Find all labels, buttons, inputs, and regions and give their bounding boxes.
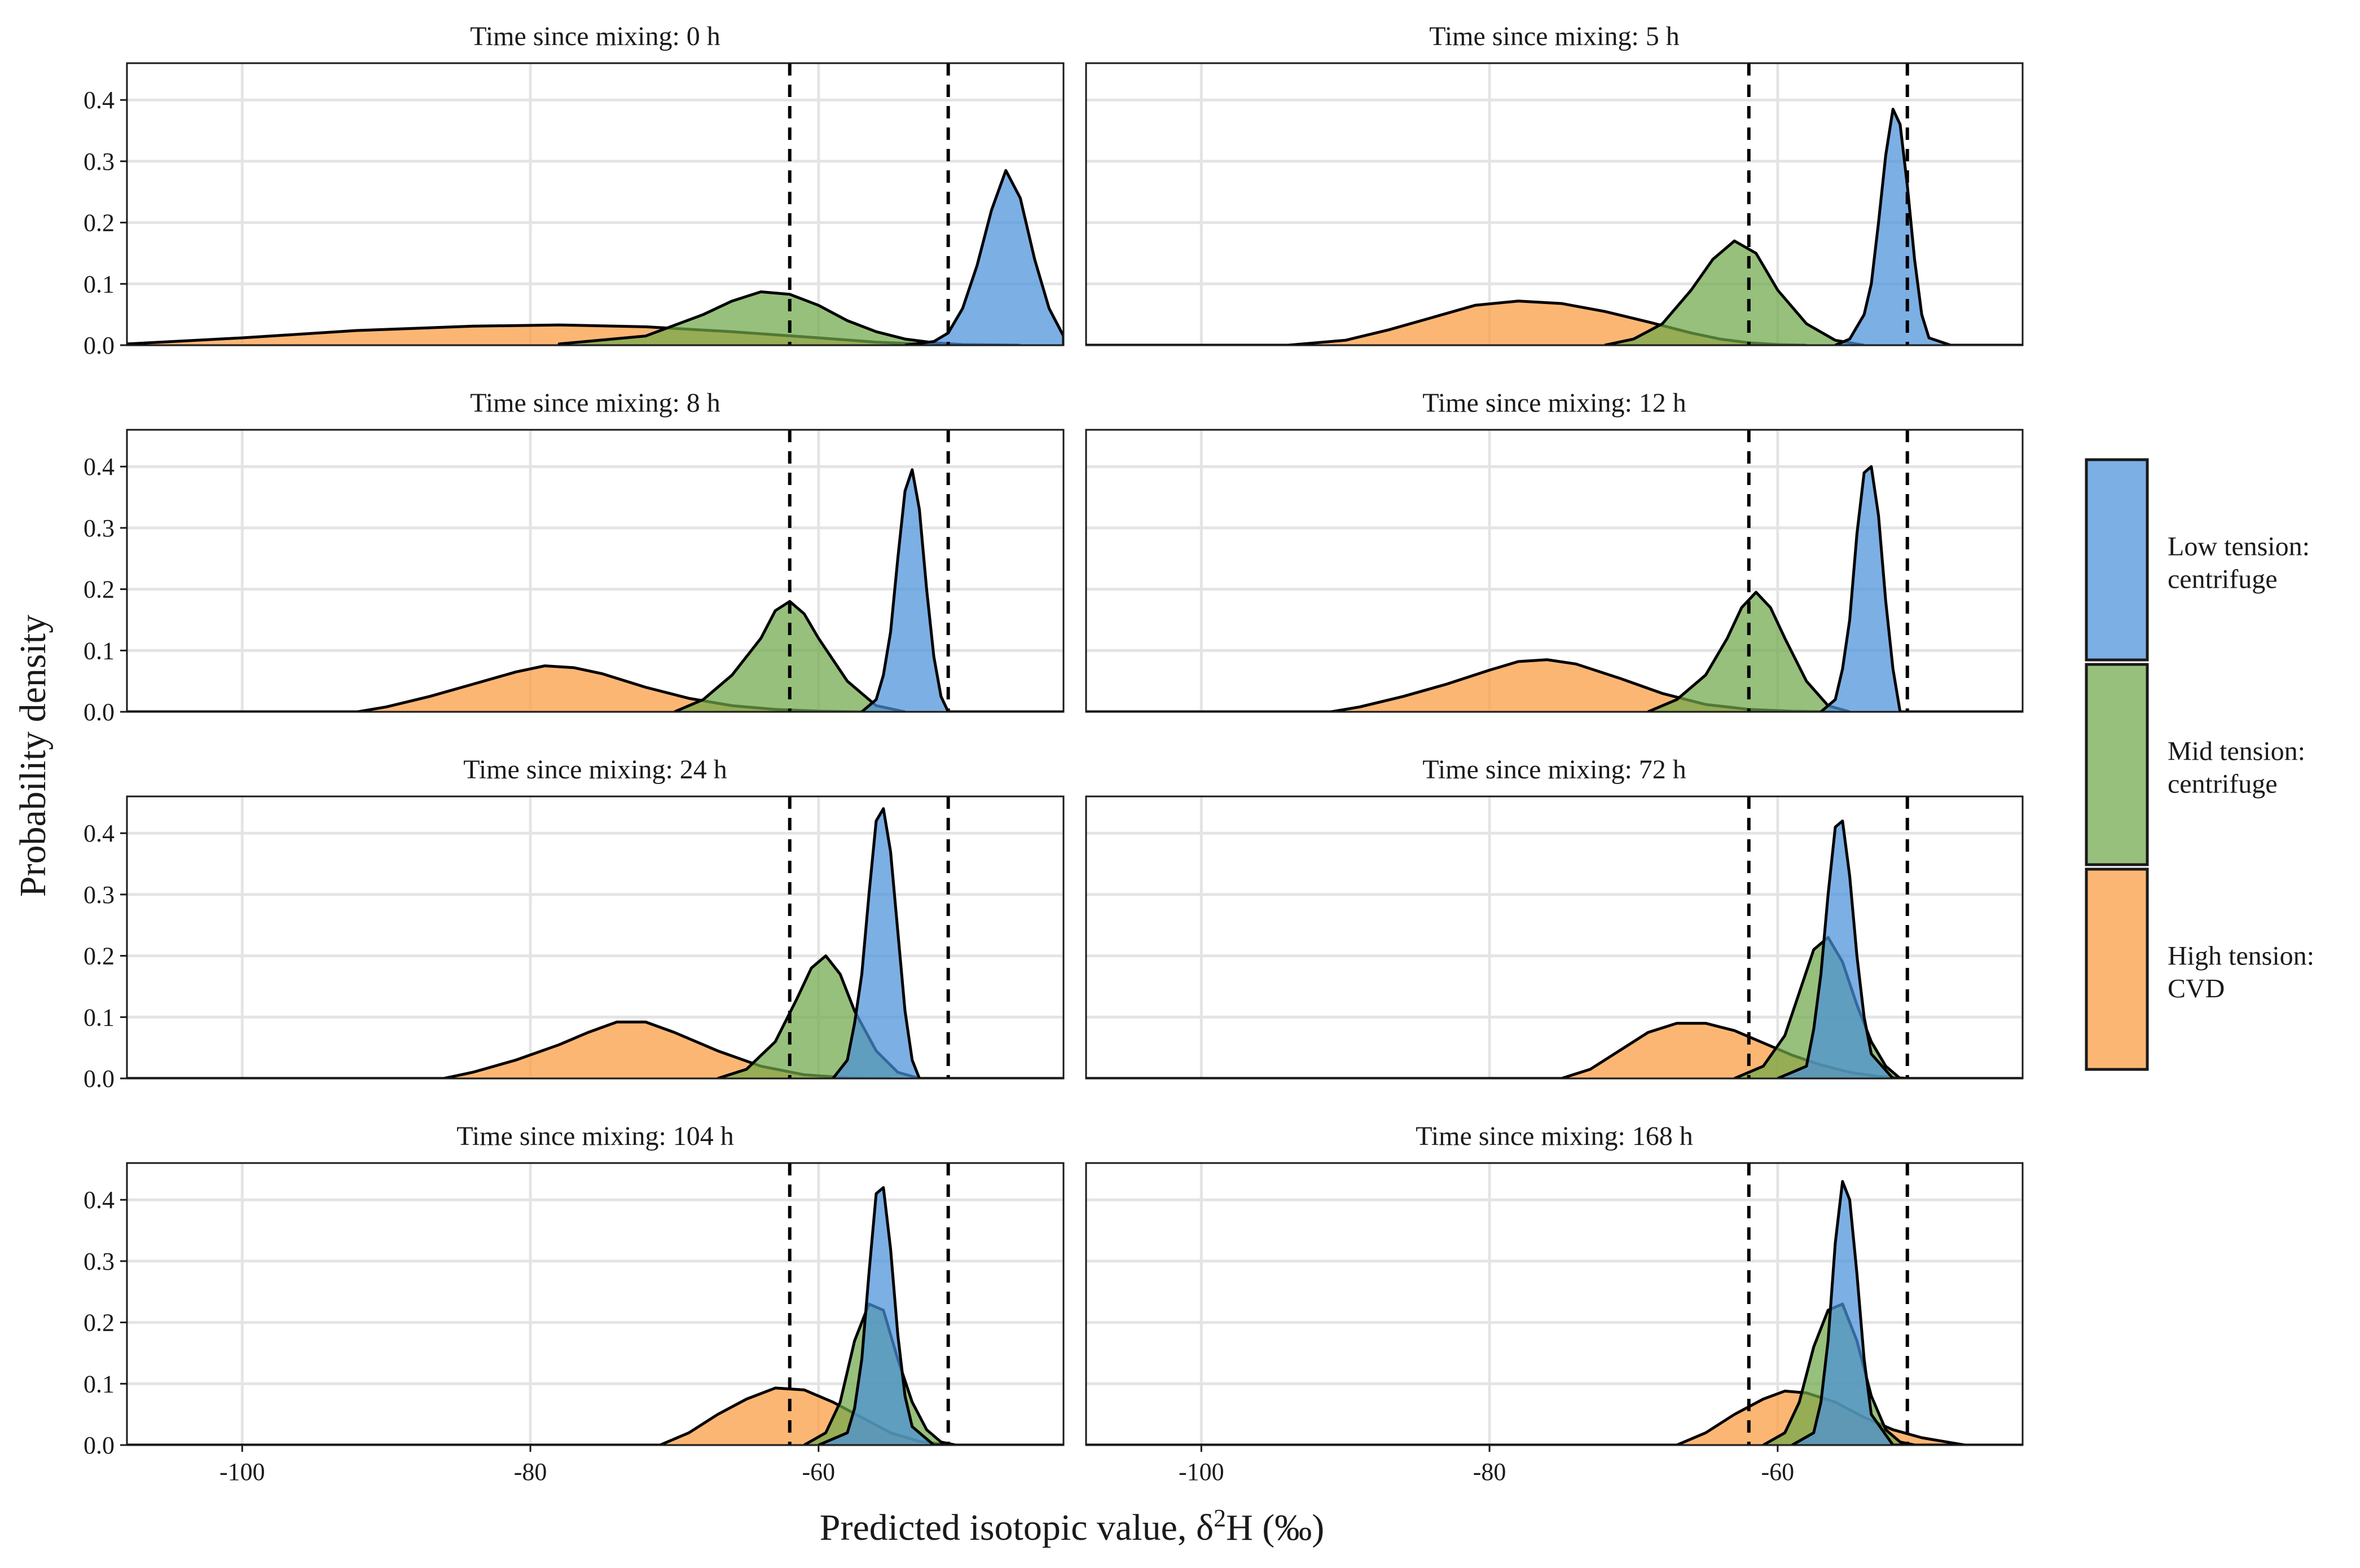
x-axis-title: Predicted isotopic value, δ2H (‰): [820, 1504, 1324, 1549]
x-axis-title-suffix: H (‰): [1226, 1507, 1324, 1548]
x-axis-title-superscript: 2: [1214, 1504, 1226, 1532]
x-tick-label: -60: [802, 1458, 836, 1486]
facet-panel: Time since mixing: 72 h: [1085, 755, 2024, 1080]
x-tick-label: -80: [514, 1458, 547, 1486]
y-tick-label: 0.1: [83, 637, 115, 664]
density-area-low: [832, 807, 1063, 1078]
y-tick-label: 0.3: [83, 881, 115, 909]
y-tick-label: 0.0: [83, 332, 115, 359]
density-area-low: [860, 468, 1063, 712]
facet-panel: Time since mixing: 24 h 0.0 0.1 0.2 0.3 0.4: [83, 755, 1065, 1093]
y-tick-label: 0.2: [83, 942, 115, 970]
panel-border: [126, 62, 1065, 346]
y-tick-label: 0.1: [83, 1370, 115, 1398]
y-tick-label: 0.4: [83, 86, 115, 114]
panel-border: [1085, 1162, 2024, 1446]
density-area-low: [1791, 1180, 2023, 1445]
legend-key-low: [2085, 458, 2149, 662]
x-tick-label: -100: [219, 1458, 265, 1486]
facet-panel: Time since mixing: 168 h -100 -80 -60: [1085, 1121, 2024, 1486]
y-axis-title: Probability density: [12, 615, 54, 897]
legend-label-low: Low tension: centrifuge: [2168, 532, 2310, 594]
facet-panel: Time since mixing: 5 h: [1085, 21, 2024, 347]
panel-border: [1085, 429, 2024, 713]
y-tick-label: 0.0: [83, 1065, 115, 1093]
facet-title: Time since mixing: 24 h: [463, 755, 727, 785]
y-tick-label: 0.4: [83, 1186, 115, 1214]
facet-panel: Time since mixing: 0 h 0.0 0.1 0.2 0.3 0.4: [83, 21, 1065, 359]
legend: Low tension: centrifuge Mid tension: centri…: [2085, 458, 2314, 1071]
y-tick-label: 0.2: [83, 576, 115, 604]
legend-key-mid: [2085, 663, 2149, 866]
x-axis-title-main: Predicted isotopic value, δ: [820, 1507, 1214, 1548]
facet-panel: Time since mixing: 104 h 0.0 0.1 0.2 0.3 0.4 -…: [83, 1121, 1065, 1486]
x-tick-label: -80: [1473, 1458, 1506, 1486]
density-area-low: [818, 1186, 1063, 1445]
facet-title: Time since mixing: 5 h: [1429, 21, 1680, 51]
y-tick-label: 0.2: [83, 1309, 115, 1337]
panel-border: [126, 795, 1065, 1080]
facet-title: Time since mixing: 8 h: [470, 388, 720, 418]
facet-title: Time since mixing: 0 h: [470, 21, 720, 51]
panel-border: [1085, 62, 2024, 346]
facet-title: Time since mixing: 72 h: [1422, 755, 1686, 785]
y-tick-label: 0.4: [83, 820, 115, 847]
facet-title: Time since mixing: 168 h: [1416, 1121, 1693, 1151]
density-area-low: [1835, 108, 2023, 345]
x-tick-label: -60: [1761, 1458, 1795, 1486]
y-tick-label: 0.3: [83, 514, 115, 542]
facet-title: Time since mixing: 12 h: [1422, 388, 1686, 418]
x-tick-label: -100: [1179, 1458, 1224, 1486]
facet-panel: Time since mixing: 12 h: [1085, 388, 2024, 713]
y-tick-label: 0.2: [83, 209, 115, 237]
density-area-low: [1777, 820, 2023, 1078]
y-tick-label: 0.1: [83, 1003, 115, 1031]
legend-label-mid: Mid tension: centrifuge: [2168, 737, 2305, 799]
panel-border: [126, 1162, 1065, 1446]
y-tick-label: 0.0: [83, 1432, 115, 1459]
y-tick-label: 0.3: [83, 1248, 115, 1275]
legend-label-high: High tension: CVD: [2168, 941, 2314, 1004]
density-area-low: [1820, 465, 2023, 712]
panel-border: [1085, 795, 2024, 1080]
facet-title: Time since mixing: 104 h: [456, 1121, 734, 1151]
y-tick-label: 0.4: [83, 453, 115, 481]
y-tick-label: 0.3: [83, 148, 115, 175]
legend-key-high: [2085, 867, 2149, 1071]
density-area-mid: [1604, 239, 1865, 345]
facet-panel: Time since mixing: 8 h 0.0 0.1 0.2 0.3 0.4: [83, 388, 1065, 726]
panel-border: [126, 429, 1065, 713]
y-tick-label: 0.0: [83, 698, 115, 726]
facet-panels: Time since mixing: 0 h0.00.10.20.30.4Tim…: [83, 21, 2024, 1486]
density-area-low: [904, 169, 1063, 345]
y-tick-label: 0.1: [83, 270, 115, 298]
